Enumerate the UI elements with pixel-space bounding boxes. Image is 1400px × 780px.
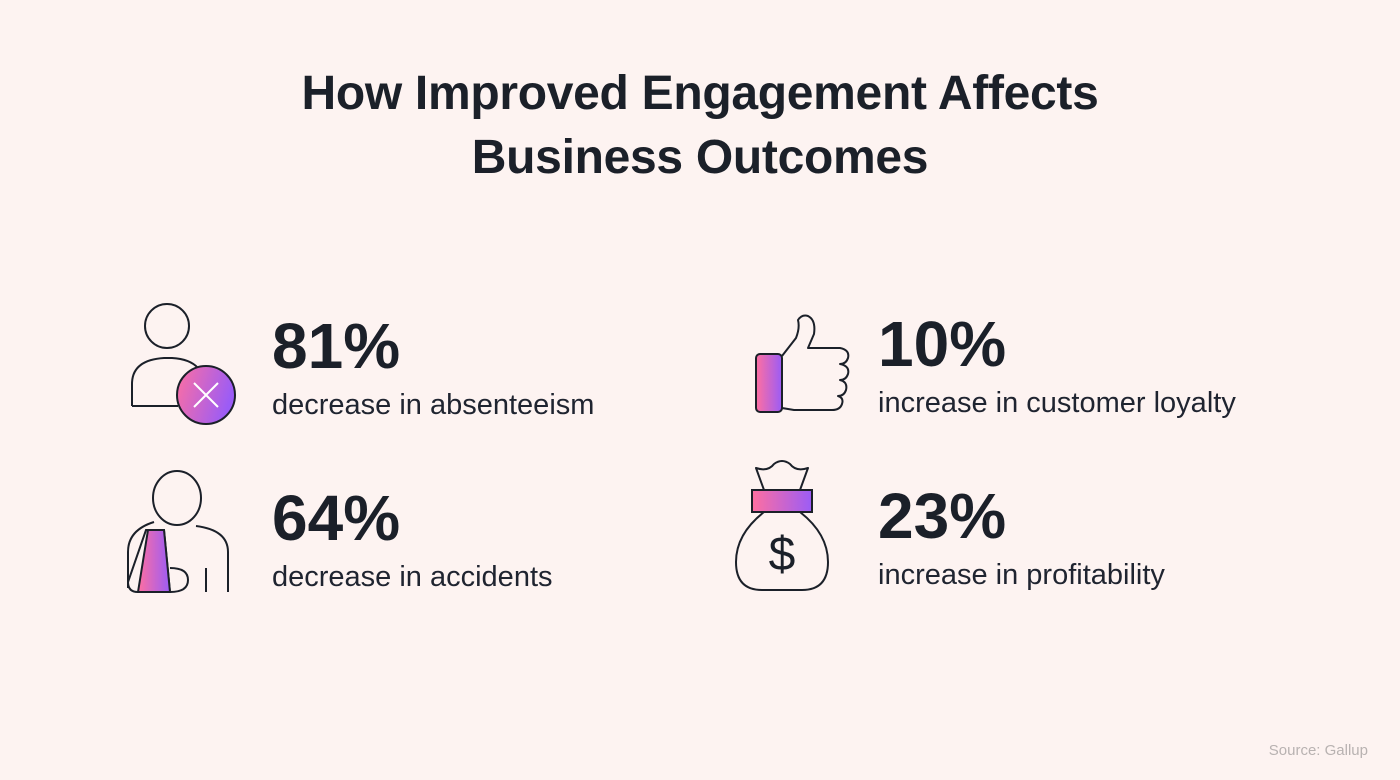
thumbs-up-icon: [755, 314, 850, 413]
stat-value: 10%: [878, 308, 1007, 380]
stat-label: decrease in accidents: [272, 561, 553, 593]
stat-value: 64%: [272, 482, 401, 554]
stat-value: 23%: [878, 480, 1007, 552]
source-note: Source: Gallup: [1268, 742, 1368, 759]
title-line-2: Business Outcomes: [471, 131, 929, 184]
stat-label: increase in customer loyalty: [878, 387, 1236, 419]
stat-value: 81%: [272, 310, 401, 382]
money-bag-icon: $: [734, 460, 830, 591]
person-x-icon: [131, 303, 236, 425]
stat-label: increase in profitability: [878, 559, 1165, 591]
person-arm-sling-icon: [126, 470, 229, 593]
stat-label: decrease in absenteeism: [272, 389, 595, 421]
page-title: How Improved Engagement Affects Business…: [0, 62, 1400, 190]
title-line-1: How Improved Engagement Affects: [301, 67, 1099, 120]
svg-text:$: $: [769, 528, 796, 581]
